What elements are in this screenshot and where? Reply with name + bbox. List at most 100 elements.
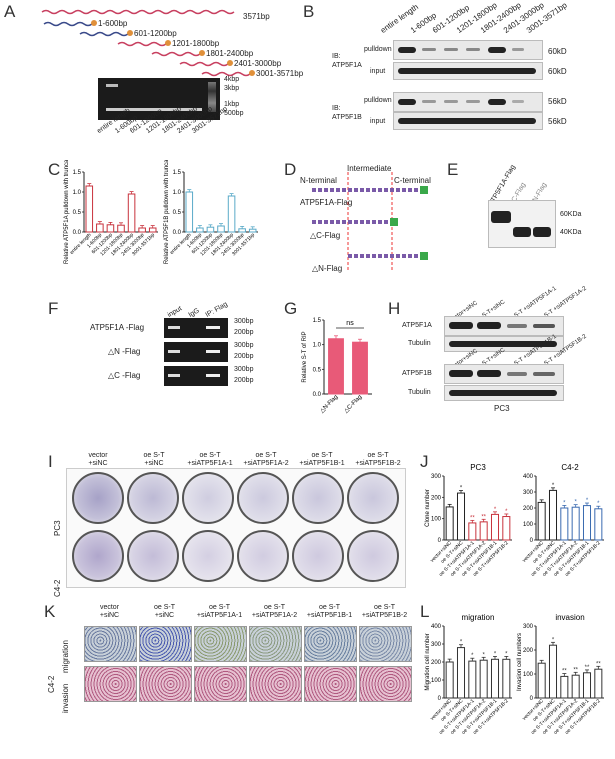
- panel-label-h: H: [388, 299, 401, 318]
- y-tick-label: 300: [431, 474, 442, 480]
- bar: [502, 516, 511, 541]
- panel-label-f: F: [48, 299, 59, 318]
- fragment-strand-1: [43, 21, 93, 27]
- y-tick-label: 1.5: [313, 318, 322, 324]
- colony-dish: [292, 530, 344, 582]
- significance-star: **: [573, 667, 578, 673]
- y-tick-label: 300: [431, 642, 442, 648]
- chart-g-rip: 0.0 0.5 1.0 1.5 Relative S-T of RIP △N-Flag △C…: [302, 318, 372, 414]
- y-axis-label: Clone number: [425, 489, 431, 527]
- rip-size-200-1: 200bp: [234, 329, 254, 336]
- panel-label-b: B: [303, 2, 315, 21]
- bar: [502, 658, 511, 699]
- invasion-tile: [304, 666, 357, 702]
- pulldown-label-2: pulldown: [364, 97, 392, 104]
- y-tick-label: 100: [431, 678, 442, 684]
- rip-col-ipflag: IP: Flag: [204, 300, 229, 319]
- panel-label-c: C: [48, 160, 61, 179]
- y-axis-label: Relative ATP5F1A pulldown with truncated…: [64, 160, 70, 264]
- panel-label-i: I: [48, 452, 53, 471]
- k-col-header: oe S-T +siATP5F1A-2: [251, 604, 298, 619]
- construct-delta-n: △N-Flag: [312, 264, 343, 273]
- size-40kda: 40KDa: [560, 229, 582, 236]
- construct-atp5f1a-flag: ATP5F1A-Flag: [300, 198, 353, 207]
- bar: [594, 508, 603, 541]
- migration-tile: [359, 626, 412, 662]
- colony-dish: [237, 530, 289, 582]
- significance-star: *: [505, 651, 508, 657]
- i-col-header: oe S-T +siATP5F1B-2: [355, 452, 401, 467]
- rip-size-300-3: 300bp: [234, 366, 254, 373]
- bar: [594, 668, 603, 699]
- bar: [248, 228, 257, 233]
- y-tick-label: 1.5: [173, 170, 182, 176]
- bar: [127, 193, 136, 233]
- fragment-dot-6: [249, 70, 255, 76]
- bar: [148, 227, 157, 233]
- ib-atp5f1a-label: IB: ATP5F1A: [332, 53, 362, 69]
- fragment-label-4: 1801-2400bp: [206, 49, 254, 58]
- marker-500bp: 500bp: [224, 110, 244, 117]
- colony-dish: [72, 472, 124, 524]
- blot-b-input-2: [393, 112, 543, 130]
- full-length-strand: [41, 9, 235, 15]
- colony-dish: [347, 530, 399, 582]
- panel-label-j: J: [420, 452, 429, 471]
- y-tick-label: 100: [523, 672, 534, 678]
- migration-tile: [84, 626, 137, 662]
- rip-gel-1: [164, 318, 228, 338]
- significance-star: *: [563, 500, 566, 506]
- significance-star: *: [552, 637, 555, 643]
- blot-b-input-1: [393, 62, 543, 80]
- y-tick-label: 1.0: [173, 190, 182, 196]
- i-row-pc3: PC3: [53, 520, 62, 536]
- size-56kd-input: 56kD: [548, 117, 567, 126]
- colony-dish: [237, 472, 289, 524]
- y-tick-label: 0: [530, 538, 534, 544]
- blot-e: [488, 200, 556, 248]
- y-tick-label: 0.0: [73, 230, 82, 236]
- bar: [196, 227, 204, 233]
- rip-row-delta-c: △C -Flag: [108, 371, 141, 380]
- fragment-label-2: 601-1200bp: [134, 29, 177, 38]
- panel-label-l: L: [420, 602, 430, 621]
- rip-size-300-1: 300bp: [234, 318, 254, 325]
- bar: [560, 675, 569, 699]
- y-tick-label: 300: [523, 624, 534, 630]
- bar: [456, 492, 466, 541]
- significance-star: *: [460, 640, 463, 646]
- h-blot-tubulin-1: [444, 336, 564, 352]
- k-col-header: oe S-T +siATP5F1B-1: [306, 604, 353, 619]
- migration-tile: [249, 626, 302, 662]
- colony-dish: [292, 472, 344, 524]
- bar: [206, 226, 215, 233]
- fragment-dot-5: [227, 60, 233, 66]
- y-axis-label: Invasion cell numbers: [517, 633, 523, 691]
- significance-star: **: [481, 514, 486, 520]
- k-cell-line: C4-2: [47, 675, 56, 693]
- panel-label-k: K: [44, 602, 56, 621]
- migration-tile: [194, 626, 247, 662]
- invasion-tile: [194, 666, 247, 702]
- i-col-header: oe S-T +siATP5F1A-1: [187, 452, 233, 467]
- bar: [227, 195, 236, 233]
- y-tick-label: 200: [431, 495, 442, 501]
- agarose-gel: [98, 78, 220, 120]
- bar: [445, 661, 454, 699]
- blot-b-pulldown-1: [393, 40, 543, 60]
- significance-star: *: [574, 500, 577, 506]
- k-col-header: oe S-T +siATP5F1B-2: [361, 604, 408, 619]
- y-tick-label: 0.5: [73, 210, 82, 216]
- pulldown-label-1: pulldown: [364, 46, 392, 53]
- h-blot-tubulin-2: [444, 385, 564, 401]
- fragment-dot-2: [127, 30, 133, 36]
- bar: [490, 513, 500, 541]
- input-label-2: input: [370, 118, 386, 125]
- k-col-header: vector +siNC: [99, 604, 120, 619]
- migration-tile: [139, 626, 192, 662]
- fragment-label-3: 1201-1800bp: [172, 39, 220, 48]
- rip-row-atp5f1a: ATP5F1A -Flag: [90, 323, 145, 332]
